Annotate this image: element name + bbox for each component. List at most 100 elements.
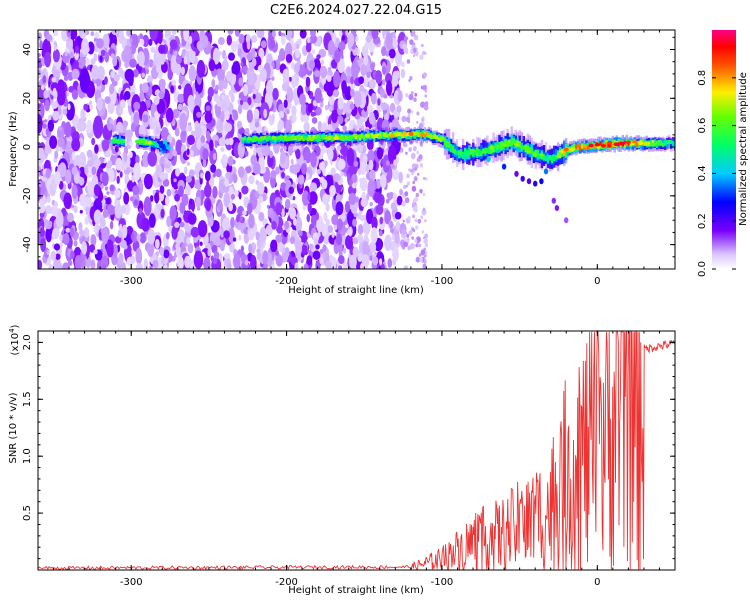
noise-blob <box>38 259 43 269</box>
noise-blob <box>370 63 375 72</box>
noise-blob <box>120 239 127 249</box>
noise-blob <box>319 65 328 79</box>
noise-blob <box>69 227 75 237</box>
noise-blob <box>282 68 290 82</box>
noise-blob <box>285 53 293 63</box>
noise-blob <box>81 241 88 255</box>
noise-blob <box>155 126 160 135</box>
noise-blob <box>196 59 206 78</box>
noise-blob <box>73 240 78 247</box>
noise-blob <box>291 75 297 89</box>
noise-blob <box>63 75 69 82</box>
noise-blob <box>246 40 251 50</box>
noise-blob <box>306 214 311 223</box>
noise-blob <box>220 110 225 123</box>
noise-blob <box>412 201 416 207</box>
signal-core <box>619 141 625 146</box>
noise-blob <box>143 173 153 190</box>
noise-blob <box>415 243 419 248</box>
colorbar-tick-label: 0.0 <box>697 261 708 277</box>
noise-blob <box>152 253 157 261</box>
noise-blob <box>106 240 114 258</box>
noise-blob <box>366 208 374 225</box>
signal-core <box>352 133 358 137</box>
noise-blob <box>367 179 375 197</box>
noise-blob <box>183 30 190 42</box>
noise-blob <box>199 177 203 185</box>
noise-blob <box>121 204 126 214</box>
noise-blob <box>168 37 173 41</box>
noise-blob <box>50 205 58 217</box>
signal-core <box>433 135 439 139</box>
noise-blob <box>250 35 258 43</box>
signal-core <box>110 139 116 143</box>
noise-blob <box>405 116 411 123</box>
signal-core <box>644 142 650 146</box>
noise-blob <box>42 75 47 84</box>
noise-blob <box>397 90 403 102</box>
noise-blob <box>413 176 418 182</box>
noise-blob <box>303 121 310 133</box>
noise-blob <box>323 83 329 92</box>
noise-blob <box>336 145 342 151</box>
noise-blob <box>271 113 275 122</box>
noise-blob <box>246 109 253 123</box>
signal-core <box>638 141 644 146</box>
noise-blob <box>109 83 115 95</box>
noise-blob <box>230 193 235 200</box>
noise-blob <box>387 258 393 268</box>
noise-blob <box>96 78 101 87</box>
noise-blob <box>220 147 225 152</box>
noise-blob <box>415 192 419 198</box>
signal-core <box>271 135 277 140</box>
noise-blob <box>329 254 334 263</box>
noise-blob <box>315 260 321 269</box>
noise-blob <box>361 109 369 118</box>
noise-blob <box>129 37 133 44</box>
noise-blob <box>295 216 303 233</box>
noise-blob <box>189 149 194 158</box>
noise-blob <box>321 59 324 65</box>
noise-blob <box>248 232 255 241</box>
noise-blob <box>402 219 405 223</box>
noise-blob <box>412 228 415 232</box>
noise-blob <box>118 67 124 78</box>
noise-blob <box>411 168 415 173</box>
noise-blob <box>308 191 318 205</box>
noise-blob <box>232 173 238 184</box>
noise-blob <box>245 166 252 174</box>
noise-blob <box>175 243 180 250</box>
noise-blob <box>361 191 366 203</box>
noise-blob <box>102 210 109 218</box>
snr-multiplier: (x104) <box>8 324 21 355</box>
noise-blob <box>133 162 141 181</box>
noise-blob <box>405 151 408 155</box>
noise-blob <box>59 126 62 131</box>
noise-blob <box>263 108 268 119</box>
noise-blob <box>289 236 296 245</box>
noise-blob <box>240 61 244 67</box>
noise-blob <box>219 51 223 56</box>
noise-blob <box>255 92 262 104</box>
noise-blob <box>341 80 347 94</box>
noise-blob <box>180 66 185 76</box>
noise-blob <box>183 55 188 65</box>
noise-blob <box>394 211 402 220</box>
noise-blob <box>126 30 132 37</box>
noise-blob <box>50 82 60 93</box>
signal-core <box>346 135 352 140</box>
noise-blob <box>123 192 130 205</box>
signal-core <box>284 137 290 142</box>
noise-blob <box>158 44 166 54</box>
noise-blob <box>375 70 383 84</box>
noise-blob <box>79 68 90 93</box>
x-tick-label: 0 <box>594 577 600 588</box>
noise-blob <box>307 193 311 201</box>
noise-blob <box>187 243 194 254</box>
noise-blob <box>204 184 212 198</box>
noise-blob <box>148 38 153 46</box>
noise-blob <box>188 122 192 127</box>
noise-blob <box>401 201 406 207</box>
noise-blob <box>277 119 284 131</box>
